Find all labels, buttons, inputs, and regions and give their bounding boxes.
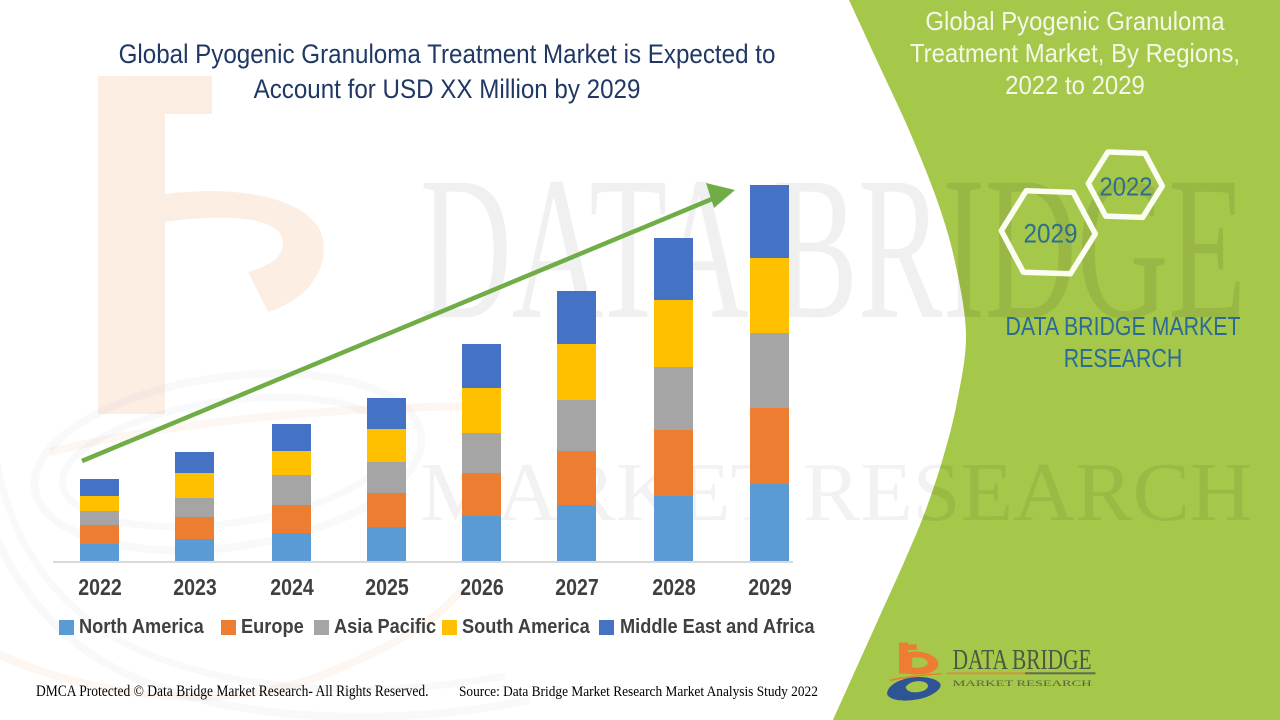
svg-text:DATA BRIDGE: DATA BRIDGE bbox=[953, 644, 1092, 676]
svg-text:MARKET RESEARCH: MARKET RESEARCH bbox=[953, 678, 1092, 688]
svg-text:2029: 2029 bbox=[1024, 219, 1078, 249]
svg-text:2022: 2022 bbox=[1100, 172, 1153, 202]
